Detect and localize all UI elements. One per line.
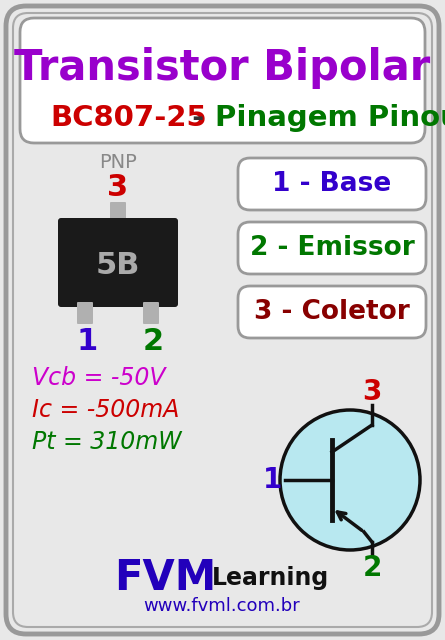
Text: PNP: PNP [99,154,137,173]
Text: Learning: Learning [211,566,328,590]
Text: 1: 1 [77,328,97,356]
Text: www.fvml.com.br: www.fvml.com.br [144,597,300,615]
Text: 2: 2 [362,554,382,582]
Text: Pinagem Pinout: Pinagem Pinout [215,104,445,132]
FancyBboxPatch shape [13,13,432,627]
FancyBboxPatch shape [77,302,93,324]
Text: 2: 2 [142,328,164,356]
FancyBboxPatch shape [238,222,426,274]
Text: BC807-25: BC807-25 [50,104,206,132]
Text: Transistor Bipolar: Transistor Bipolar [14,47,430,89]
FancyBboxPatch shape [58,218,178,307]
Text: Vcb = -50V: Vcb = -50V [32,366,166,390]
Text: -: - [182,104,214,132]
Text: Pt = 310mW: Pt = 310mW [32,430,182,454]
Text: 1: 1 [263,466,282,494]
Text: 1 - Base: 1 - Base [272,171,392,197]
Circle shape [280,410,420,550]
Text: 3: 3 [107,173,129,202]
Text: FVM: FVM [114,557,216,599]
Text: 2 - Emissor: 2 - Emissor [250,235,414,261]
FancyBboxPatch shape [6,6,439,634]
FancyBboxPatch shape [143,302,159,324]
FancyBboxPatch shape [238,286,426,338]
Text: Ic = -500mA: Ic = -500mA [32,398,179,422]
Text: 3 - Coletor: 3 - Coletor [254,299,410,325]
FancyBboxPatch shape [20,18,425,143]
FancyBboxPatch shape [238,158,426,210]
Text: 3: 3 [362,378,382,406]
Text: 5B: 5B [96,250,140,280]
FancyBboxPatch shape [110,202,126,222]
